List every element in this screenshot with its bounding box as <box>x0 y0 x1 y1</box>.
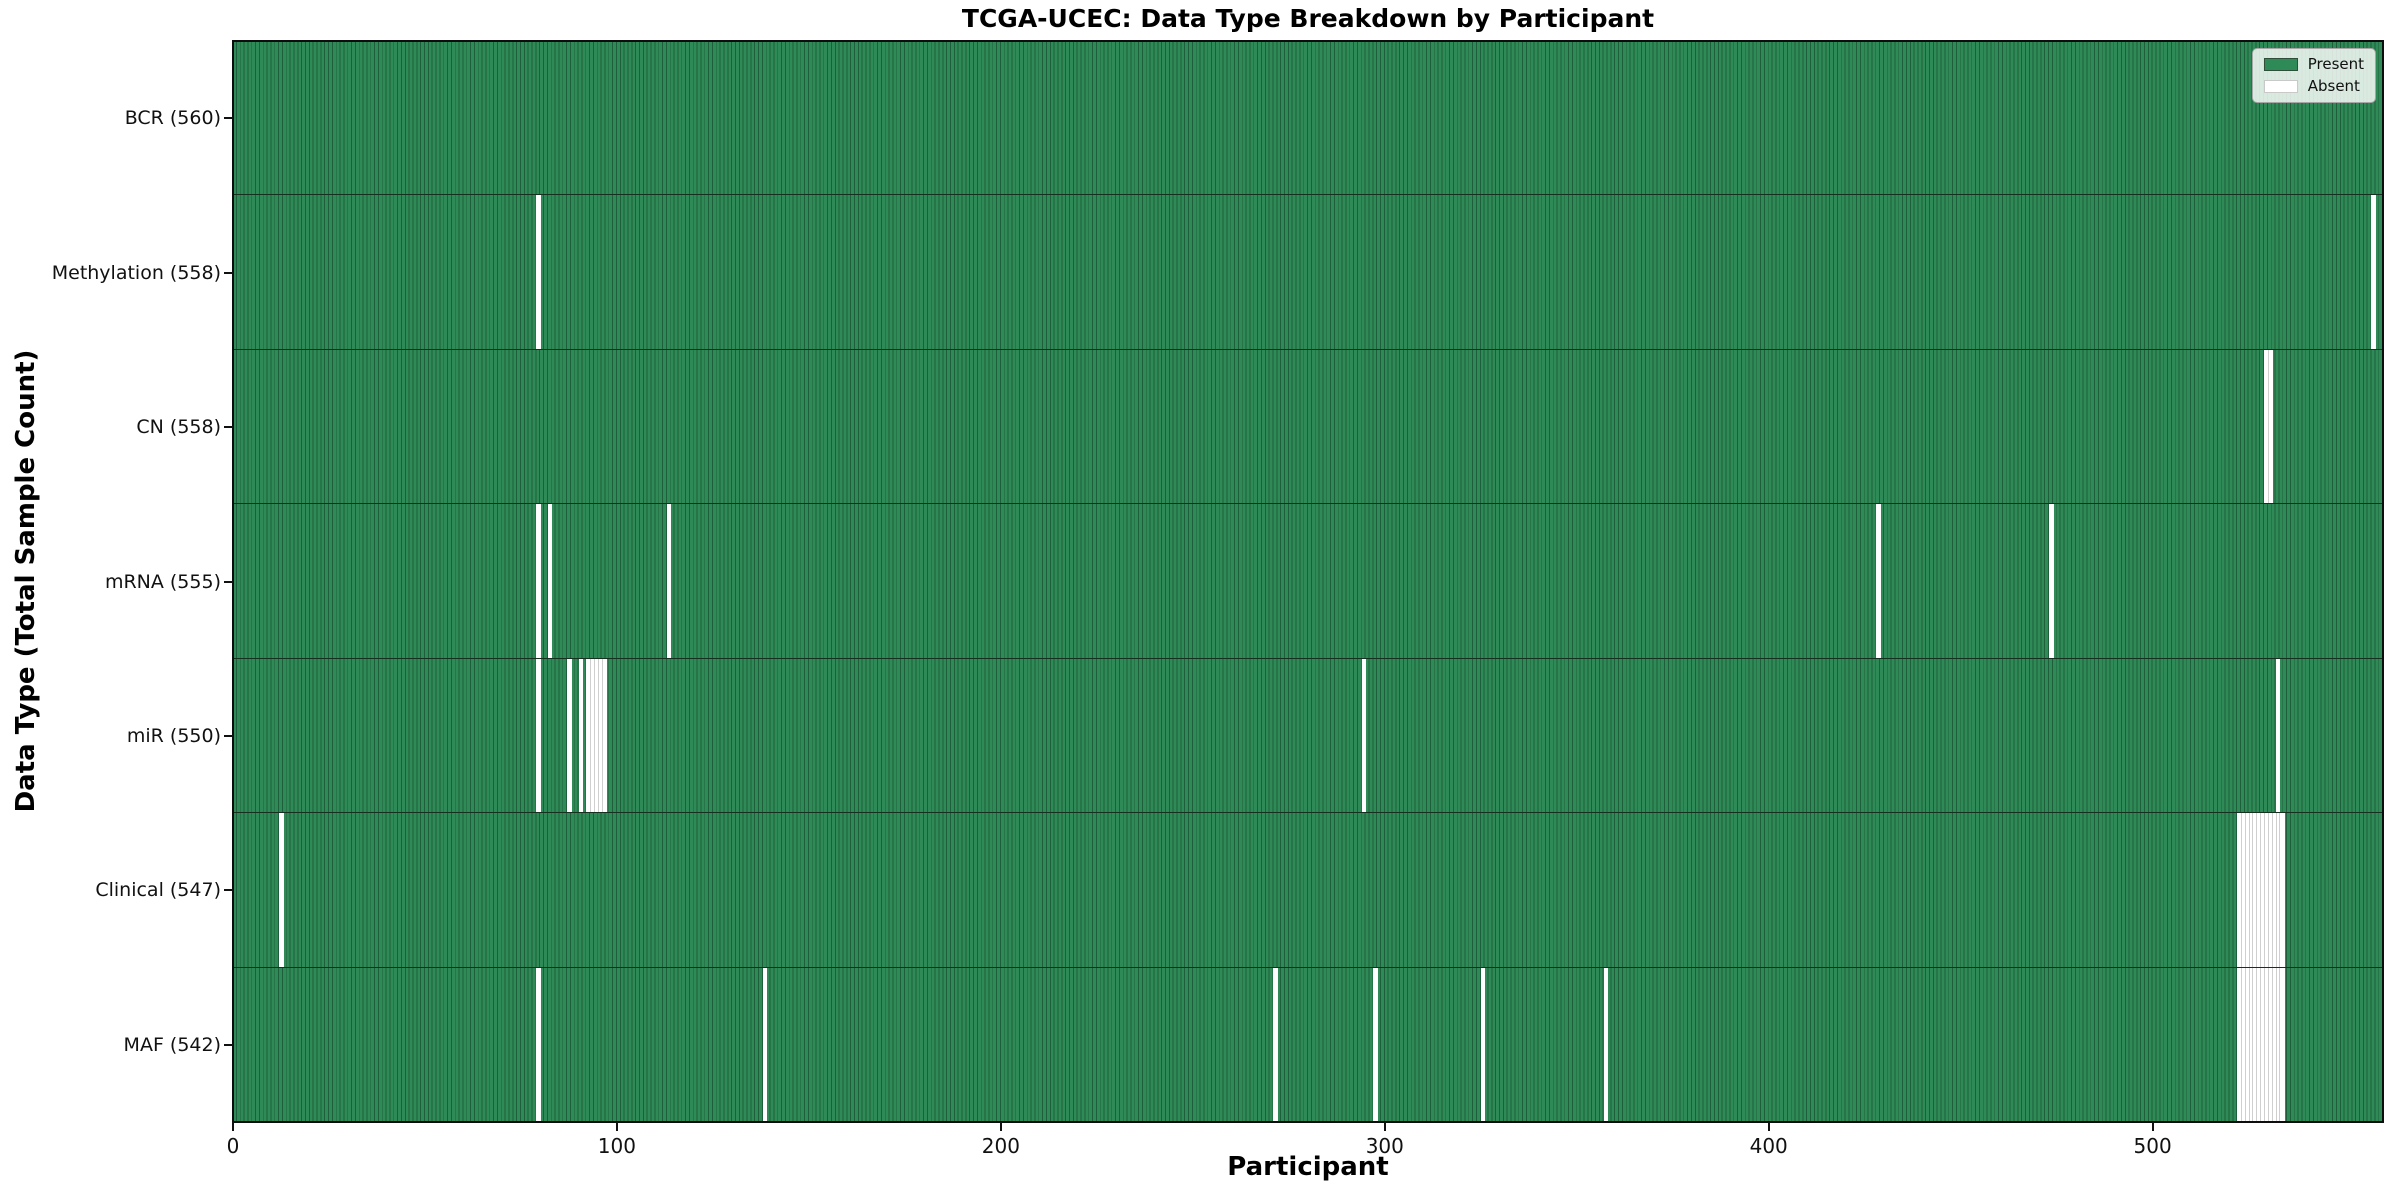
absent-gap <box>1273 967 1278 1122</box>
row-mRNA <box>233 504 2383 659</box>
absent-gap <box>567 658 572 813</box>
absent-gap <box>2267 813 2274 967</box>
absent-gap <box>536 967 541 1122</box>
absent-gap <box>1603 967 1609 1122</box>
legend-item-present: Present <box>2263 55 2364 73</box>
absent-gap <box>2279 967 2285 1122</box>
absent-gap <box>2252 813 2258 967</box>
row-CN <box>233 349 2383 505</box>
legend-label: Present <box>2307 55 2364 73</box>
absent-gap <box>536 658 541 813</box>
absent-gap <box>2256 813 2262 967</box>
y-tick-mark <box>224 117 233 120</box>
row-Clinical <box>233 813 2383 968</box>
y-tick-mark <box>224 426 233 429</box>
absent-gap <box>536 504 541 658</box>
y-tick-mark <box>224 734 233 737</box>
absent-gap <box>590 658 596 813</box>
absent-gap <box>586 658 591 813</box>
row-MAF <box>233 967 2383 1122</box>
x-tick-label: 300 <box>1365 1134 1404 1158</box>
legend-swatch-present <box>2263 58 2298 71</box>
absent-gap <box>2244 813 2251 967</box>
chart-title: TCGA-UCEC: Data Type Breakdown by Partic… <box>961 4 1655 33</box>
y-tick-mark <box>224 1043 233 1046</box>
plot-area: Present Absent BCR (560) Methylation (558)… <box>52 40 2384 1158</box>
absent-gap <box>597 658 604 813</box>
y-tick-label: Clinical (547) <box>95 879 221 902</box>
y-tick-label: Methylation (558) <box>51 261 221 284</box>
absent-gap <box>2263 349 2269 504</box>
row-Methylation <box>233 195 2383 350</box>
x-tick-mark <box>232 1122 234 1131</box>
rows-container <box>233 41 2383 1122</box>
absent-gap <box>2279 813 2285 967</box>
absent-gap <box>2248 813 2255 967</box>
absent-gap <box>1480 967 1486 1122</box>
absent-gap <box>2267 349 2274 504</box>
absent-gap <box>2275 967 2282 1122</box>
y-tick-mark <box>224 271 233 274</box>
absent-gap <box>2244 967 2251 1122</box>
x-tick-label: 100 <box>597 1134 636 1158</box>
legend-item-absent: Absent <box>2263 77 2364 95</box>
y-tick-mark <box>224 889 233 892</box>
x-tick-mark <box>999 1122 1002 1131</box>
absent-gap <box>2271 967 2278 1122</box>
y-tick-label: mRNA (555) <box>104 570 221 593</box>
absent-gap <box>1876 504 1881 658</box>
x-tick-mark <box>1767 1122 1770 1131</box>
absent-gap <box>2275 658 2281 813</box>
legend-swatch-absent <box>2263 80 2298 93</box>
y-tick-label: MAF (542) <box>123 1033 221 1056</box>
y-tick-label: CN (558) <box>136 416 221 439</box>
absent-gap <box>279 813 284 967</box>
absent-gap <box>1373 967 1378 1122</box>
absent-gap <box>1361 658 1367 813</box>
absent-gap <box>2267 967 2274 1122</box>
x-tick-label: 0 <box>226 1134 240 1158</box>
x-tick-mark <box>1383 1122 1386 1131</box>
row-miR <box>233 658 2383 814</box>
absent-gap <box>547 504 553 658</box>
absent-gap <box>2237 813 2242 967</box>
absent-gap <box>2271 813 2278 967</box>
x-axis-label: Participant <box>1227 1152 1389 1182</box>
absent-gap <box>2248 967 2255 1122</box>
absent-gap <box>2371 195 2376 349</box>
legend: Present Absent <box>2251 48 2376 103</box>
absent-gap <box>2252 967 2258 1122</box>
absent-gap <box>2240 813 2247 967</box>
absent-gap <box>2260 813 2266 967</box>
absent-gap <box>578 658 584 813</box>
absent-gap <box>593 658 600 813</box>
absent-gap <box>2263 967 2270 1122</box>
absent-gap <box>2237 967 2242 1122</box>
x-tick-label: 500 <box>2133 1134 2172 1158</box>
absent-gap <box>666 504 672 658</box>
absent-gap <box>2275 813 2282 967</box>
absent-gap <box>601 658 608 813</box>
absent-gap <box>2048 504 2054 658</box>
y-tick-mark <box>224 580 233 583</box>
x-tick-mark <box>2151 1122 2154 1131</box>
y-tick-label: miR (550) <box>126 724 221 747</box>
absent-gap <box>2260 967 2266 1122</box>
x-tick-label: 200 <box>981 1134 1020 1158</box>
y-tick-label: BCR (560) <box>124 107 221 130</box>
absent-gap <box>2263 813 2270 967</box>
legend-label: Absent <box>2307 77 2360 95</box>
row-BCR <box>233 41 2383 196</box>
x-tick-mark <box>615 1122 618 1131</box>
x-tick-label: 400 <box>1749 1134 1788 1158</box>
absent-gap <box>762 967 768 1122</box>
absent-gap <box>2256 967 2262 1122</box>
absent-gap <box>2240 967 2247 1122</box>
absent-gap <box>536 195 541 349</box>
